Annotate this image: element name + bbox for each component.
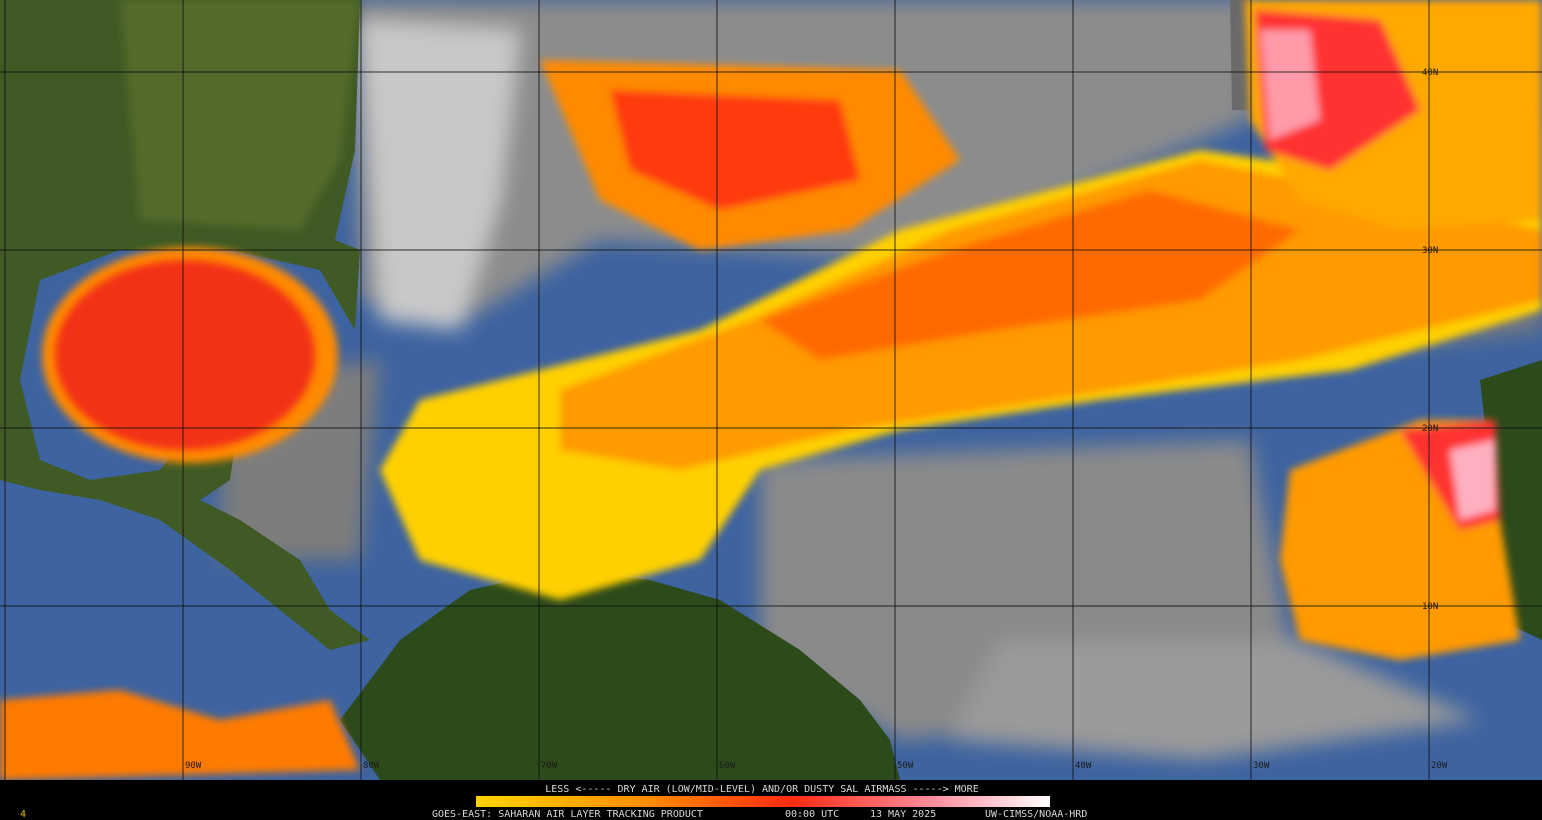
latitude-label: 30N <box>1422 246 1438 256</box>
footer-time: 00:00 UTC <box>785 809 839 820</box>
footer-date: 13 MAY 2025 <box>870 809 936 820</box>
latitude-label: 20N <box>1422 424 1438 434</box>
longitude-label: 30W <box>1253 761 1270 771</box>
imagery <box>0 0 1542 780</box>
longitude-label: 60W <box>719 761 736 771</box>
footer-credit: UW-CIMSS/NOAA-HRD <box>985 809 1087 820</box>
corner-label: 4 <box>20 809 26 820</box>
longitude-label: 70W <box>541 761 558 771</box>
graticule: 90W 80W 70W 60W 50W 40W 30W 20W 40N 30N 20N 10N <box>0 0 1542 780</box>
latitude-label: 10N <box>1422 602 1438 612</box>
longitude-label: 40W <box>1075 761 1092 771</box>
latitude-label: 40N <box>1422 68 1438 78</box>
footer-product: GOES-EAST: SAHARAN AIR LAYER TRACKING PR… <box>432 809 703 820</box>
land <box>0 0 1542 780</box>
gulf-dry-air <box>42 247 338 463</box>
longitude-label: 90W <box>185 761 202 771</box>
longitude-label: 50W <box>897 761 914 771</box>
legend-caption: LESS <----- DRY AIR (LOW/MID-LEVEL) AND/… <box>545 784 978 795</box>
longitude-label: 80W <box>363 761 380 771</box>
color-scale <box>476 796 1050 807</box>
longitude-label: 20W <box>1431 761 1448 771</box>
